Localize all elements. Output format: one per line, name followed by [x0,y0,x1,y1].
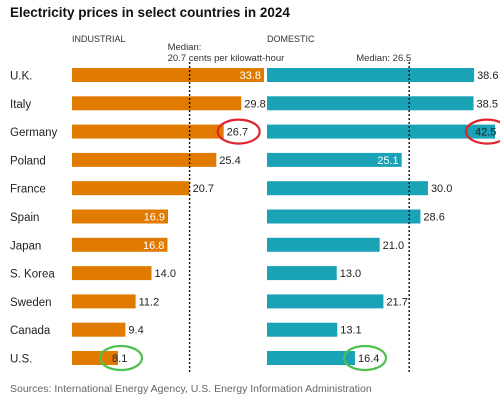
category-label-canada: Canada [10,325,51,337]
industrial-value-label-italy: 29.8 [244,98,265,110]
industrial-bar-u-k [72,68,265,82]
industrial-bar-s-korea [72,266,152,281]
domestic-bar-spain [267,209,421,224]
category-label-sweden: Sweden [10,297,52,309]
industrial-value-label-spain: 16.9 [144,212,165,224]
industrial-value-label-japan: 16.8 [143,240,164,252]
industrial-bar-poland [72,152,217,167]
industrial-median-label-2: 20.7 cents per kilowatt-hour [168,53,285,64]
category-label-france: France [10,184,46,196]
domestic-value-label-u-s: 16.4 [358,353,379,365]
category-label-s-korea: S. Korea [10,269,55,281]
industrial-value-label-canada: 9.4 [128,325,143,337]
category-label-japan: Japan [10,240,41,252]
domestic-panel-header: DOMESTIC [267,34,315,44]
category-label-spain: Spain [10,212,39,224]
highlight-circle-domestic-germany [464,118,500,145]
industrial-bar-sweden [72,294,136,309]
industrial-bar-canada [72,322,126,337]
domestic-bar-poland [267,152,402,167]
domestic-value-label-poland: 25.1 [377,155,398,167]
industrial-value-label-germany: 26.7 [227,127,248,139]
domestic-bar-u-s [267,351,355,365]
industrial-value-label-u-k: 33.8 [240,70,261,82]
highlight-circle-industrial-germany [216,118,261,145]
category-label-u-k: U.K. [10,71,32,83]
domestic-value-label-japan: 21.0 [383,240,404,252]
domestic-bar-france [267,181,428,196]
industrial-value-label-sweden: 11.2 [139,296,160,308]
industrial-value-label-france: 20.7 [193,183,214,195]
industrial-value-label-u-s: 8.1 [112,353,127,365]
domestic-value-label-italy: 38.5 [477,98,498,110]
domestic-value-label-sweden: 21.7 [386,296,407,308]
domestic-bar-sweden [267,294,384,309]
domestic-bar-canada [267,322,338,337]
category-label-u-s: U.S. [10,354,32,366]
industrial-bar-germany [72,124,224,139]
industrial-value-label-poland: 25.4 [219,155,240,167]
domestic-bar-italy [267,96,474,111]
source-note: Sources: International Energy Agency, U.… [10,383,372,395]
industrial-panel-header: INDUSTRIAL [72,34,126,44]
industrial-bar-u-s [72,351,119,365]
domestic-value-label-u-k: 38.6 [477,70,498,82]
industrial-bar-japan [72,237,168,252]
category-label-poland: Poland [10,155,46,167]
highlight-circle-domestic-u-s [342,344,388,372]
domestic-value-label-france: 30.0 [431,183,452,195]
industrial-value-label-s-korea: 14.0 [155,268,176,280]
chart-title: Electricity prices in select countries i… [10,5,290,20]
domestic-bar-japan [267,237,380,252]
domestic-value-label-germany: 42.5 [475,127,496,139]
domestic-value-label-spain: 28.6 [423,212,444,224]
domestic-median-label: Median: 26.5 [356,53,411,64]
industrial-median-label-1: Median: [168,42,202,53]
industrial-bar-france [72,181,190,196]
industrial-bar-italy [72,96,242,111]
domestic-value-label-s-korea: 13.0 [340,268,361,280]
domestic-bar-s-korea [267,266,337,281]
category-label-italy: Italy [10,99,31,111]
domestic-value-label-canada: 13.1 [340,325,361,337]
industrial-bar-spain [72,209,169,224]
highlight-circle-industrial-u-s [98,344,144,372]
domestic-bar-germany [267,124,495,139]
category-label-germany: Germany [10,127,58,139]
domestic-bar-u-k [267,68,475,82]
